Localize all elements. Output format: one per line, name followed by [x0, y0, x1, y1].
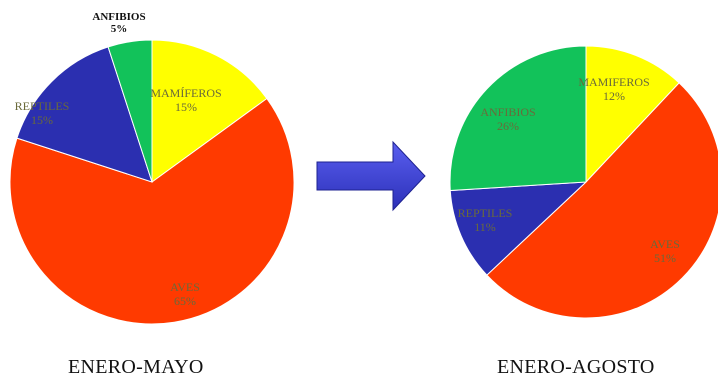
slice-label-anfibios: ANFIBIOS 5% — [92, 11, 145, 35]
slice-label-aves: AVES 51% — [650, 237, 680, 265]
slice-label-reptiles: REPTILES 11% — [458, 206, 513, 234]
pie-slice-aves — [486, 82, 718, 319]
pie-title-enero-agosto: ENERO-AGOSTO — [497, 356, 655, 378]
slice-label-reptiles: REPTILES 15% — [15, 99, 70, 127]
pie-slice-anfibios — [449, 45, 587, 192]
slice-label-anfibios: ANFIBIOS 26% — [480, 105, 535, 133]
pie-slice-anfibios — [107, 39, 153, 183]
right-arrow-icon — [316, 140, 426, 212]
pie-enero-mayo: MAMÍFEROS 15% AVES 65% REPTILES 15% ANFIBIOS 5% — [9, 11, 295, 325]
pie-slice-mamiferos — [585, 45, 680, 184]
pie-title-enero-mayo: ENERO-MAYO — [68, 356, 204, 378]
slice-label-mamiferos: MAMIFEROS 12% — [578, 75, 649, 103]
pie-enero-agosto: MAMIFEROS 12% AVES 51% REPTILES 11% ANFIBIOS 26… — [449, 45, 718, 319]
pie-slice-aves — [9, 97, 295, 325]
pie-slice-mamíferos — [151, 39, 268, 183]
pie-slice-reptiles — [449, 181, 588, 276]
slice-label-aves: AVES 65% — [170, 280, 200, 308]
pie-slice-reptiles — [16, 46, 153, 183]
slice-label-mamíferos: MAMÍFEROS 15% — [150, 86, 221, 114]
